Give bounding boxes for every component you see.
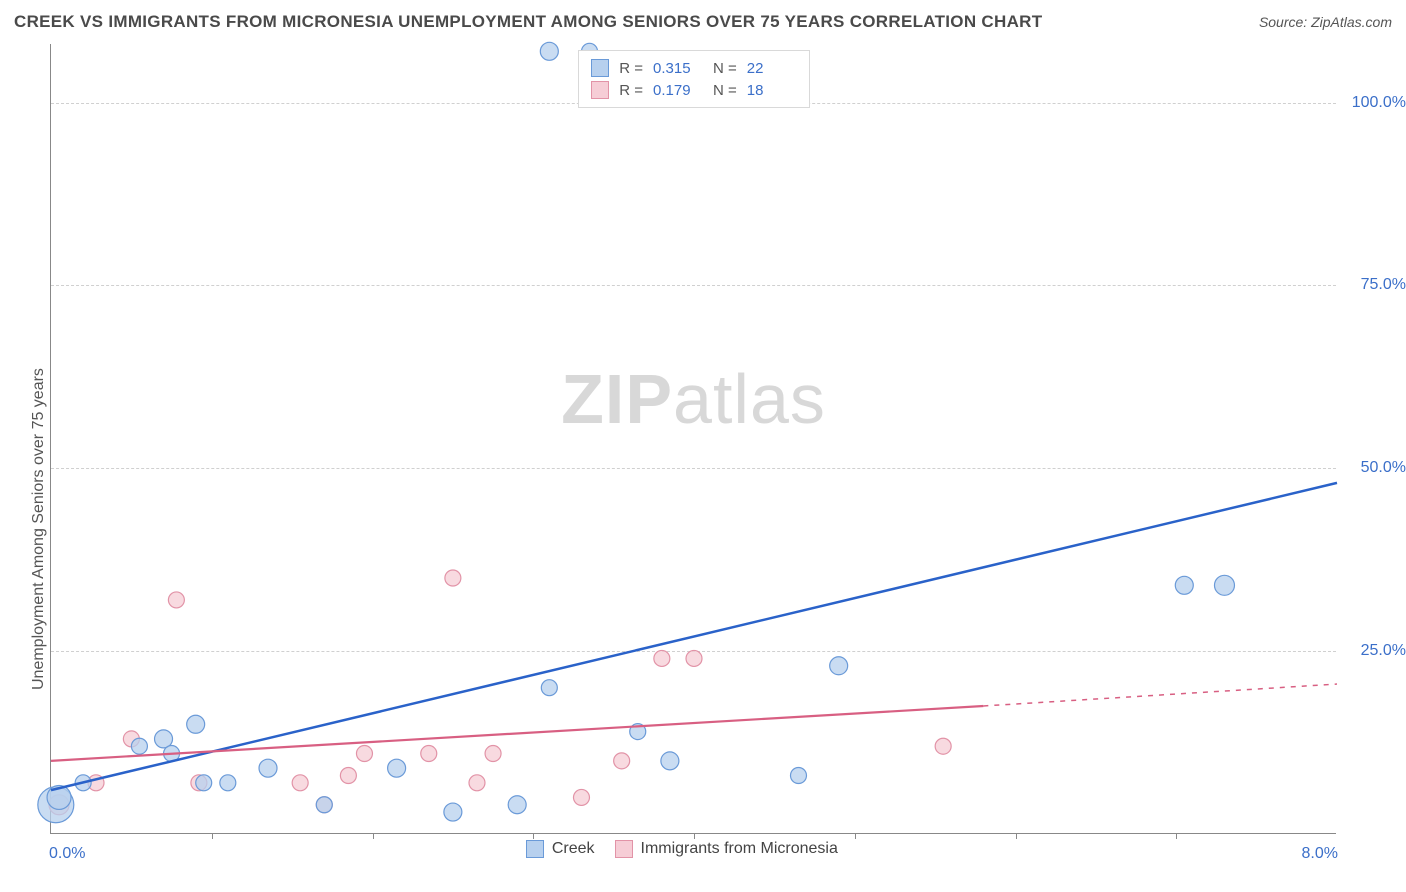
legend-row: R = 0.315 N = 22 [591, 57, 797, 79]
data-point [790, 767, 806, 783]
data-point [540, 42, 558, 60]
data-point [1175, 576, 1193, 594]
x-tick [373, 833, 374, 839]
data-point [340, 767, 356, 783]
y-tick-label: 25.0% [1361, 642, 1406, 660]
x-tick [855, 833, 856, 839]
legend-label: Creek [552, 840, 595, 858]
r-value: 0.315 [653, 60, 703, 77]
swatch-icon [526, 840, 544, 858]
data-point [131, 738, 147, 754]
header: CREEK VS IMMIGRANTS FROM MICRONESIA UNEM… [14, 12, 1392, 32]
y-tick-label: 100.0% [1352, 94, 1406, 112]
data-point [168, 592, 184, 608]
x-tick [1176, 833, 1177, 839]
data-point [187, 715, 205, 733]
x-tick [212, 833, 213, 839]
data-point [259, 759, 277, 777]
data-point [469, 775, 485, 791]
data-point [541, 680, 557, 696]
trend-line [51, 483, 1337, 790]
chart-title: CREEK VS IMMIGRANTS FROM MICRONESIA UNEM… [14, 12, 1042, 32]
y-tick-label: 75.0% [1361, 276, 1406, 294]
data-point [388, 759, 406, 777]
data-point [421, 746, 437, 762]
swatch-icon [615, 840, 633, 858]
r-value: 0.179 [653, 82, 703, 99]
data-point [661, 752, 679, 770]
n-value: 18 [747, 82, 797, 99]
plot-svg [51, 44, 1336, 833]
legend-item: Creek [526, 840, 595, 858]
data-point [935, 738, 951, 754]
data-point [444, 803, 462, 821]
data-point [1214, 575, 1234, 595]
swatch-icon [591, 81, 609, 99]
data-point [508, 796, 526, 814]
swatch-icon [591, 59, 609, 77]
n-label: N = [713, 82, 737, 99]
data-point [356, 746, 372, 762]
legend-series: Creek Immigrants from Micronesia [526, 840, 838, 858]
data-point [485, 746, 501, 762]
data-point [292, 775, 308, 791]
legend-row: R = 0.179 N = 18 [591, 79, 797, 101]
x-tick-label: 0.0% [49, 845, 85, 863]
source-label: Source: ZipAtlas.com [1259, 14, 1392, 30]
data-point [573, 789, 589, 805]
data-point [830, 657, 848, 675]
trend-line [51, 706, 983, 761]
data-point [220, 775, 236, 791]
legend-label: Immigrants from Micronesia [641, 840, 838, 858]
data-point [686, 650, 702, 666]
r-label: R = [619, 60, 643, 77]
trend-line [983, 684, 1337, 706]
plot-area: ZIPatlas R =0.315N =22R =0.179N =18 25.0… [50, 44, 1336, 834]
x-tick-label: 8.0% [1302, 845, 1338, 863]
r-label: R = [619, 82, 643, 99]
data-point [614, 753, 630, 769]
data-point [196, 775, 212, 791]
legend-item: Immigrants from Micronesia [615, 840, 838, 858]
data-point [445, 570, 461, 586]
legend-correlation: R = 0.315 N = 22 R = 0.179 N = 18 [578, 50, 810, 108]
y-axis-title: Unemployment Among Seniors over 75 years [30, 368, 48, 690]
x-tick [694, 833, 695, 839]
n-label: N = [713, 60, 737, 77]
x-tick [1016, 833, 1017, 839]
data-point [316, 797, 332, 813]
x-tick [533, 833, 534, 839]
y-tick-label: 50.0% [1361, 459, 1406, 477]
n-value: 22 [747, 60, 797, 77]
data-point [654, 650, 670, 666]
